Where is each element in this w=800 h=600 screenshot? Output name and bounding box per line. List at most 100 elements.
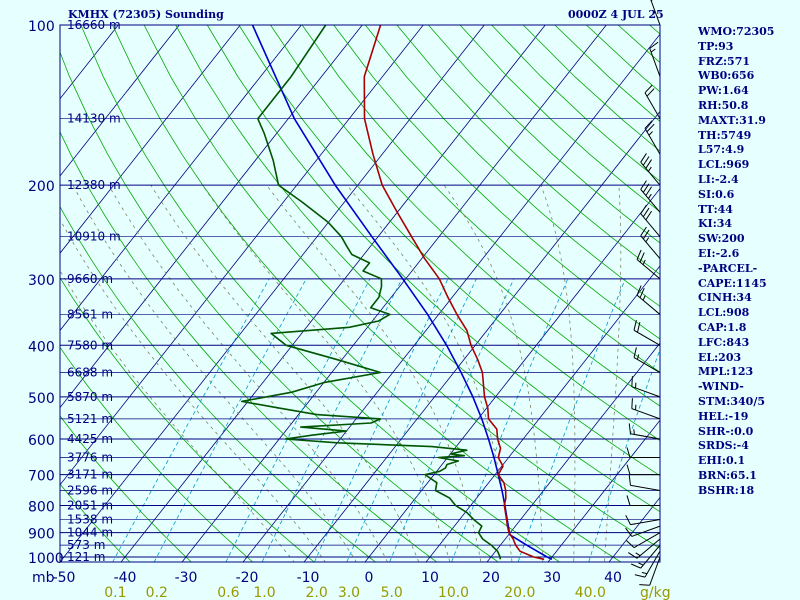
wind-barb-shaft [650, 0, 661, 26]
wind-barb-flag [639, 584, 650, 586]
wind-barb-flag [645, 237, 650, 243]
wind-barb-flag [646, 88, 655, 97]
mixing-ratio-label: 0.6 [217, 585, 239, 600]
wind-barb [626, 495, 660, 506]
plot-background [60, 25, 660, 562]
index-item: LI:-2.4 [698, 172, 739, 186]
dewpoint-line [241, 25, 501, 560]
dry-adiabat-line [270, 25, 660, 407]
wind-barb-shaft [640, 235, 661, 260]
index-item: TP:93 [698, 39, 734, 53]
height-label: 7580 m [67, 338, 113, 352]
isotherm-line [303, 110, 660, 562]
pressure-units-label: mb [32, 570, 55, 586]
moist-adiabat-line [346, 184, 513, 562]
wind-barb [640, 180, 661, 213]
wind-barb-shaft [649, 48, 661, 77]
index-item: CAP:1.8 [698, 320, 747, 334]
wind-barb-shaft [636, 294, 661, 315]
wind-barb-flag [648, 131, 653, 136]
wind-barb-shaft [631, 525, 661, 537]
wind-barb [630, 544, 661, 569]
wind-barb-flag [642, 183, 650, 193]
moist-adiabat-line [60, 269, 295, 562]
wind-barb-flag [640, 204, 647, 214]
wind-barb [644, 84, 661, 119]
isotherm-line [60, 25, 363, 409]
index-item: STM:340/5 [698, 394, 765, 408]
mixing-ratio-label: 0.1 [104, 585, 126, 600]
pressure-tick-label: 800 [28, 499, 55, 515]
wind-barb-flag [628, 423, 631, 434]
wind-barb-flag [650, 48, 656, 53]
index-item: BRN:65.1 [698, 468, 757, 482]
dry-adiabat-line [60, 415, 192, 562]
mixing-ratio-line [261, 278, 403, 562]
index-item: WB0:656 [698, 69, 755, 83]
wind-barb-flag [650, 0, 653, 1]
wind-barb-flag [639, 287, 645, 298]
wind-barb-flag [631, 376, 633, 387]
wind-barb [625, 525, 661, 537]
wind-barb-flag [642, 156, 650, 166]
temperature-tick-label: 40 [604, 570, 622, 586]
wind-barb-flag [633, 429, 635, 435]
temperature-tick-label: -50 [53, 570, 76, 586]
height-label: 573 m [67, 538, 105, 552]
plot-frame [59, 24, 661, 563]
dry-adiabat-line [60, 205, 377, 562]
wind-barb [644, 120, 661, 155]
wind-barb [628, 474, 661, 492]
wind-barb-flag [642, 295, 646, 301]
index-item: EL:203 [698, 350, 742, 364]
height-label: 1044 m [67, 526, 113, 540]
wind-barb [626, 464, 660, 476]
isotherm-line [0, 13, 67, 568]
wind-barb-flag [649, 41, 659, 49]
pressure-tick-label: 200 [28, 179, 55, 195]
wind-barb-flag [648, 166, 652, 172]
moist-adiabat-line [266, 184, 482, 562]
pressure-tick-label: 600 [28, 433, 55, 449]
dry-adiabat-line [80, 25, 561, 562]
wind-barb-flag [645, 159, 653, 169]
isotherm-line [60, 25, 241, 254]
wind-barb-flag [644, 120, 653, 129]
mixing-ratio-line [451, 278, 569, 562]
index-item: RH:50.8 [698, 98, 749, 112]
isotherm-line [60, 25, 302, 332]
dry-adiabat-line [60, 346, 254, 562]
height-label: 3776 m [67, 450, 113, 464]
wind-barb-shaft [633, 357, 661, 373]
index-item: EI:-2.6 [698, 246, 740, 260]
wind-barb-shaft [644, 92, 661, 119]
chart-title: KMHX (72305) Sounding [68, 8, 224, 21]
mixing-ratio-unit-label: g/kg [640, 585, 671, 600]
mixing-ratio-label: 20.0 [504, 585, 535, 600]
wind-barb-flag [646, 123, 655, 133]
index-item: TT:44 [698, 202, 733, 216]
height-label: 1538 m [67, 512, 113, 526]
isotherm-line [242, 33, 660, 562]
wind-barb-flag [644, 84, 653, 94]
mixing-ratio-line [112, 278, 270, 562]
height-label: 3171 m [67, 468, 113, 482]
mixing-ratio-label: 2.0 [306, 585, 328, 600]
height-label: 121 m [67, 550, 105, 564]
index-item: MPL:123 [698, 365, 754, 379]
wind-barb-shaft [633, 532, 661, 549]
wind-barb-flag [626, 495, 631, 506]
temperature-tick-label: 0 [365, 570, 374, 586]
wind-barb-flag [645, 186, 653, 196]
dry-adiabat-line [333, 25, 660, 340]
mixing-ratio-line [225, 278, 371, 562]
pressure-tick-label: 100 [28, 19, 55, 35]
wind-barb [628, 538, 661, 559]
height-label: 2596 m [67, 484, 113, 498]
mixing-ratio-line [153, 278, 307, 562]
dry-adiabat-line [364, 25, 660, 307]
wind-barb-flag [642, 259, 646, 265]
